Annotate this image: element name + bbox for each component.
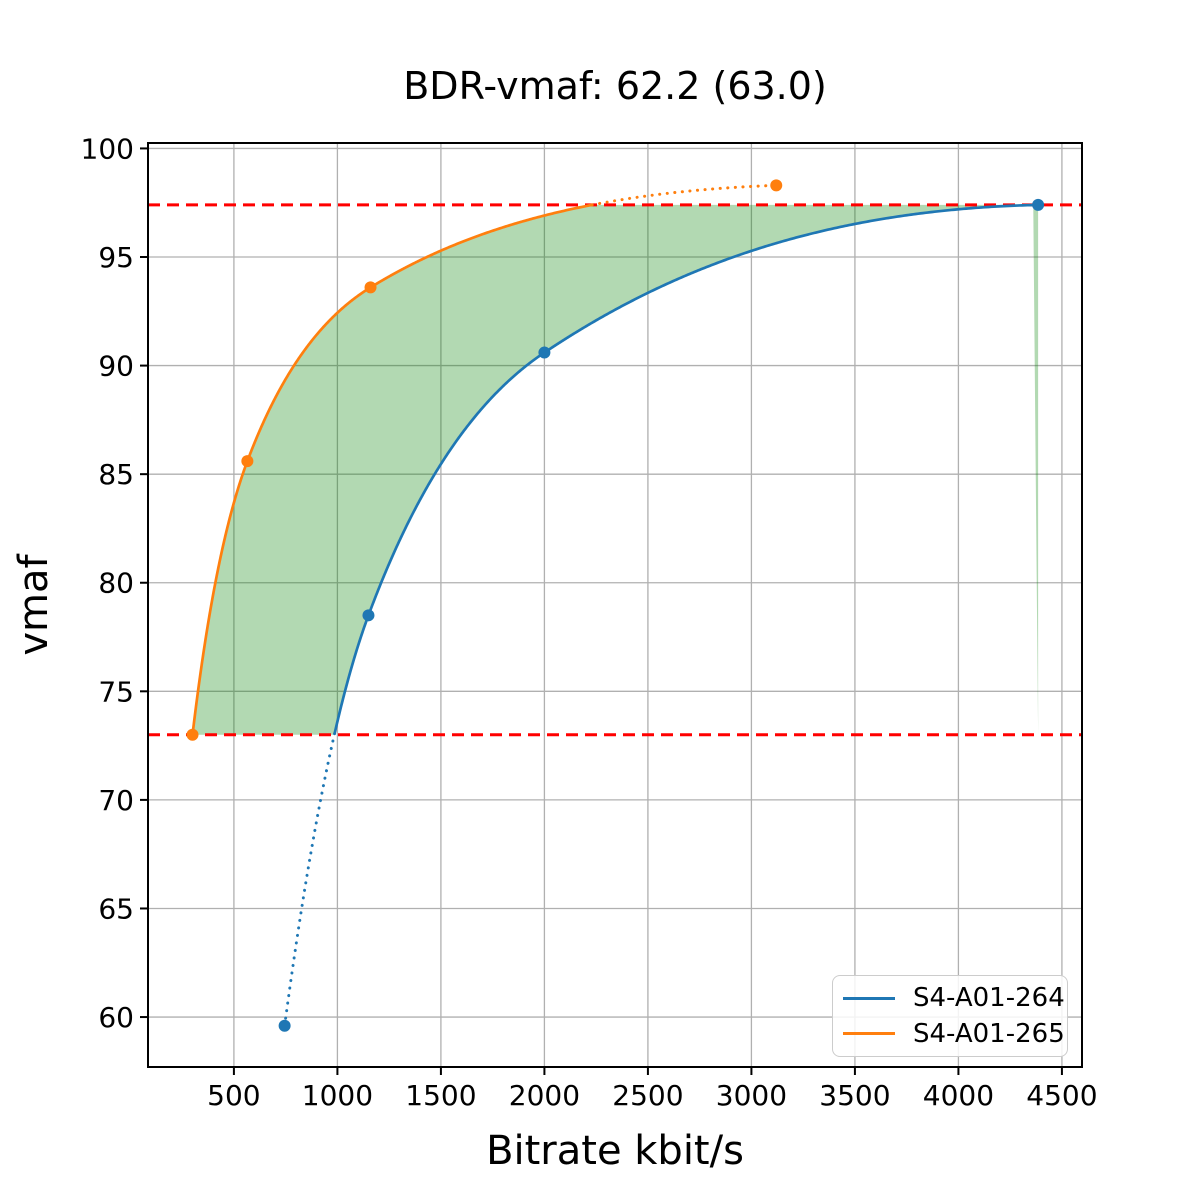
y-tick-label-100: 100 [81,132,134,165]
data-point-S4-A01-264-4385 [1032,198,1045,211]
y-tick-label-60: 60 [98,1001,134,1034]
data-point-S4-A01-264-2000 [538,346,551,359]
y-tick-label-85: 85 [98,458,134,491]
x-tick-label-1000: 1000 [302,1079,373,1112]
y-tick-label-95: 95 [98,241,134,274]
data-point-S4-A01-265-3120 [770,179,783,192]
legend-item-265: S4-A01-265 [843,1019,1065,1049]
legend-label-265: S4-A01-265 [913,1018,1065,1049]
y-tick-label-80: 80 [98,567,134,600]
legend: S4-A01-264 S4-A01-265 [832,975,1068,1057]
x-axis-label: Bitrate kbit/s [486,1128,744,1174]
x-tick-label-2500: 2500 [612,1079,683,1112]
data-point-S4-A01-265-1160 [364,281,377,294]
x-tick-label-500: 500 [207,1079,260,1112]
x-tick-label-4000: 4000 [923,1079,994,1112]
chart-title: BDR-vmaf: 62.2 (63.0) [403,64,827,108]
series-curve-S4-A01-264 [333,203,1039,734]
y-tick-label-65: 65 [98,892,134,925]
series-curve-extrapolated-S4-A01-264 [283,732,337,1028]
data-point-S4-A01-265-300 [186,728,199,741]
legend-label-264: S4-A01-264 [913,983,1065,1014]
axes-frame [147,142,1083,1068]
data-point-S4-A01-264-745 [278,1019,291,1032]
data-point-S4-A01-264-1150 [362,609,375,622]
data-point-S4-A01-265-565 [241,455,254,468]
series-curve-extrapolated-S4-A01-265 [590,183,778,207]
x-tick-label-3000: 3000 [716,1079,787,1112]
y-tick-label-90: 90 [98,350,134,383]
y-tick-label-75: 75 [98,675,134,708]
bd-rate-shaded-region [192,204,1039,735]
y-tick-label-70: 70 [98,784,134,817]
x-tick-label-1500: 1500 [405,1079,476,1112]
legend-line-sample-264 [843,996,895,1000]
x-tick-label-2000: 2000 [509,1079,580,1112]
legend-line-sample-265 [843,1032,895,1036]
series-curve-S4-A01-265 [191,203,593,735]
legend-item-264: S4-A01-264 [843,983,1065,1013]
x-tick-label-3500: 3500 [819,1079,890,1112]
x-tick-label-4500: 4500 [1026,1079,1097,1112]
